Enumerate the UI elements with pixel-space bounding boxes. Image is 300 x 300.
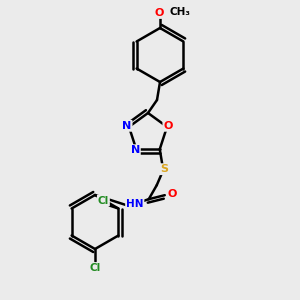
Text: CH₃: CH₃ [169, 7, 190, 17]
Text: HN: HN [126, 199, 143, 209]
Text: O: O [163, 121, 173, 131]
Text: O: O [154, 8, 164, 18]
Text: N: N [122, 121, 132, 131]
Text: O: O [167, 189, 176, 199]
Text: Cl: Cl [89, 263, 100, 273]
Text: Cl: Cl [98, 196, 109, 206]
Text: N: N [130, 145, 140, 155]
Text: S: S [160, 164, 168, 174]
